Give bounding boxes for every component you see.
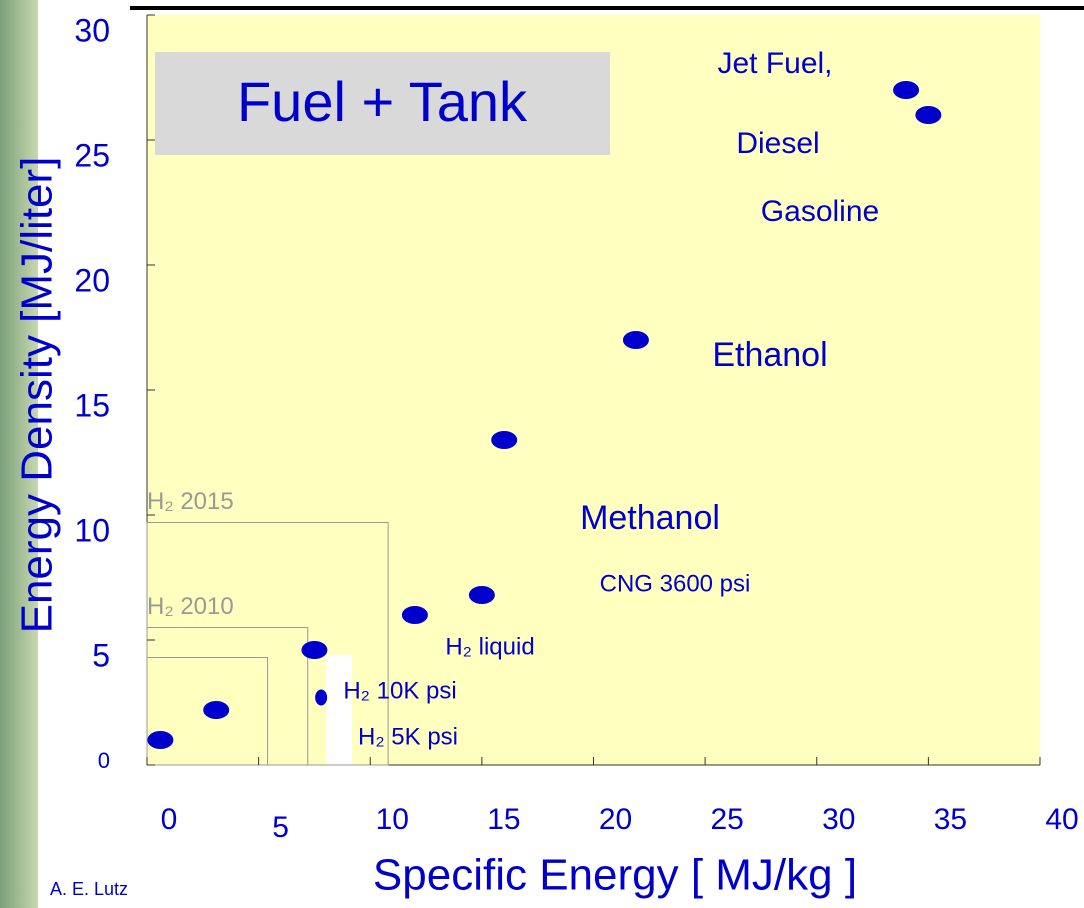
x-tick-label: 5 [272, 811, 289, 844]
point [147, 731, 174, 749]
annotation: H₂ liquid [445, 633, 534, 660]
x-tick-label: 15 [487, 803, 520, 836]
credit: A. E. Lutz [50, 879, 128, 899]
x-tick-label: 30 [822, 803, 855, 836]
x-tick-label: 10 [376, 803, 409, 836]
x-tick-label: 0 [161, 803, 178, 836]
target-label: H₂ 2010 [147, 593, 234, 620]
point [915, 106, 942, 124]
point [491, 431, 518, 449]
inset-box [155, 52, 610, 155]
annotation: Jet Fuel, [717, 47, 832, 80]
point [468, 586, 495, 604]
annotation: Gasoline [761, 195, 879, 228]
annotation: Methanol [580, 499, 720, 537]
annotation: H₂ 5K psi [358, 723, 458, 750]
x-tick-label: 40 [1045, 803, 1078, 836]
y-tick-label: 10 [74, 512, 110, 548]
point [893, 81, 920, 99]
annotation: H₂ 10K psi [343, 677, 456, 704]
y-tick-label: 30 [74, 12, 110, 48]
point [315, 689, 328, 706]
point [203, 701, 230, 719]
point [401, 606, 428, 624]
white-box [326, 655, 352, 765]
y-tick-label: 0 [98, 748, 110, 773]
annotation: CNG 3600 psi [600, 570, 751, 597]
x-tick-label: 20 [599, 803, 632, 836]
inset-title: Fuel + Tank [237, 70, 528, 133]
y-tick-label: 25 [74, 137, 110, 173]
decor-strip [0, 0, 38, 908]
y-axis-title: Energy Density [MJ/liter] [13, 157, 62, 634]
point [301, 641, 328, 659]
annotation: Ethanol [712, 336, 827, 374]
annotation: Diesel [736, 127, 819, 160]
y-tick-label: 15 [74, 387, 110, 423]
y-tick-label: 5 [92, 637, 110, 673]
x-tick-label: 25 [710, 803, 743, 836]
target-label: H₂ 2015 [147, 488, 234, 515]
x-axis-title: Specific Energy [ MJ/kg ] [373, 851, 857, 900]
point [622, 331, 649, 349]
y-tick-label: 20 [74, 262, 110, 298]
target-box [146, 657, 269, 766]
x-tick-label: 35 [934, 803, 967, 836]
